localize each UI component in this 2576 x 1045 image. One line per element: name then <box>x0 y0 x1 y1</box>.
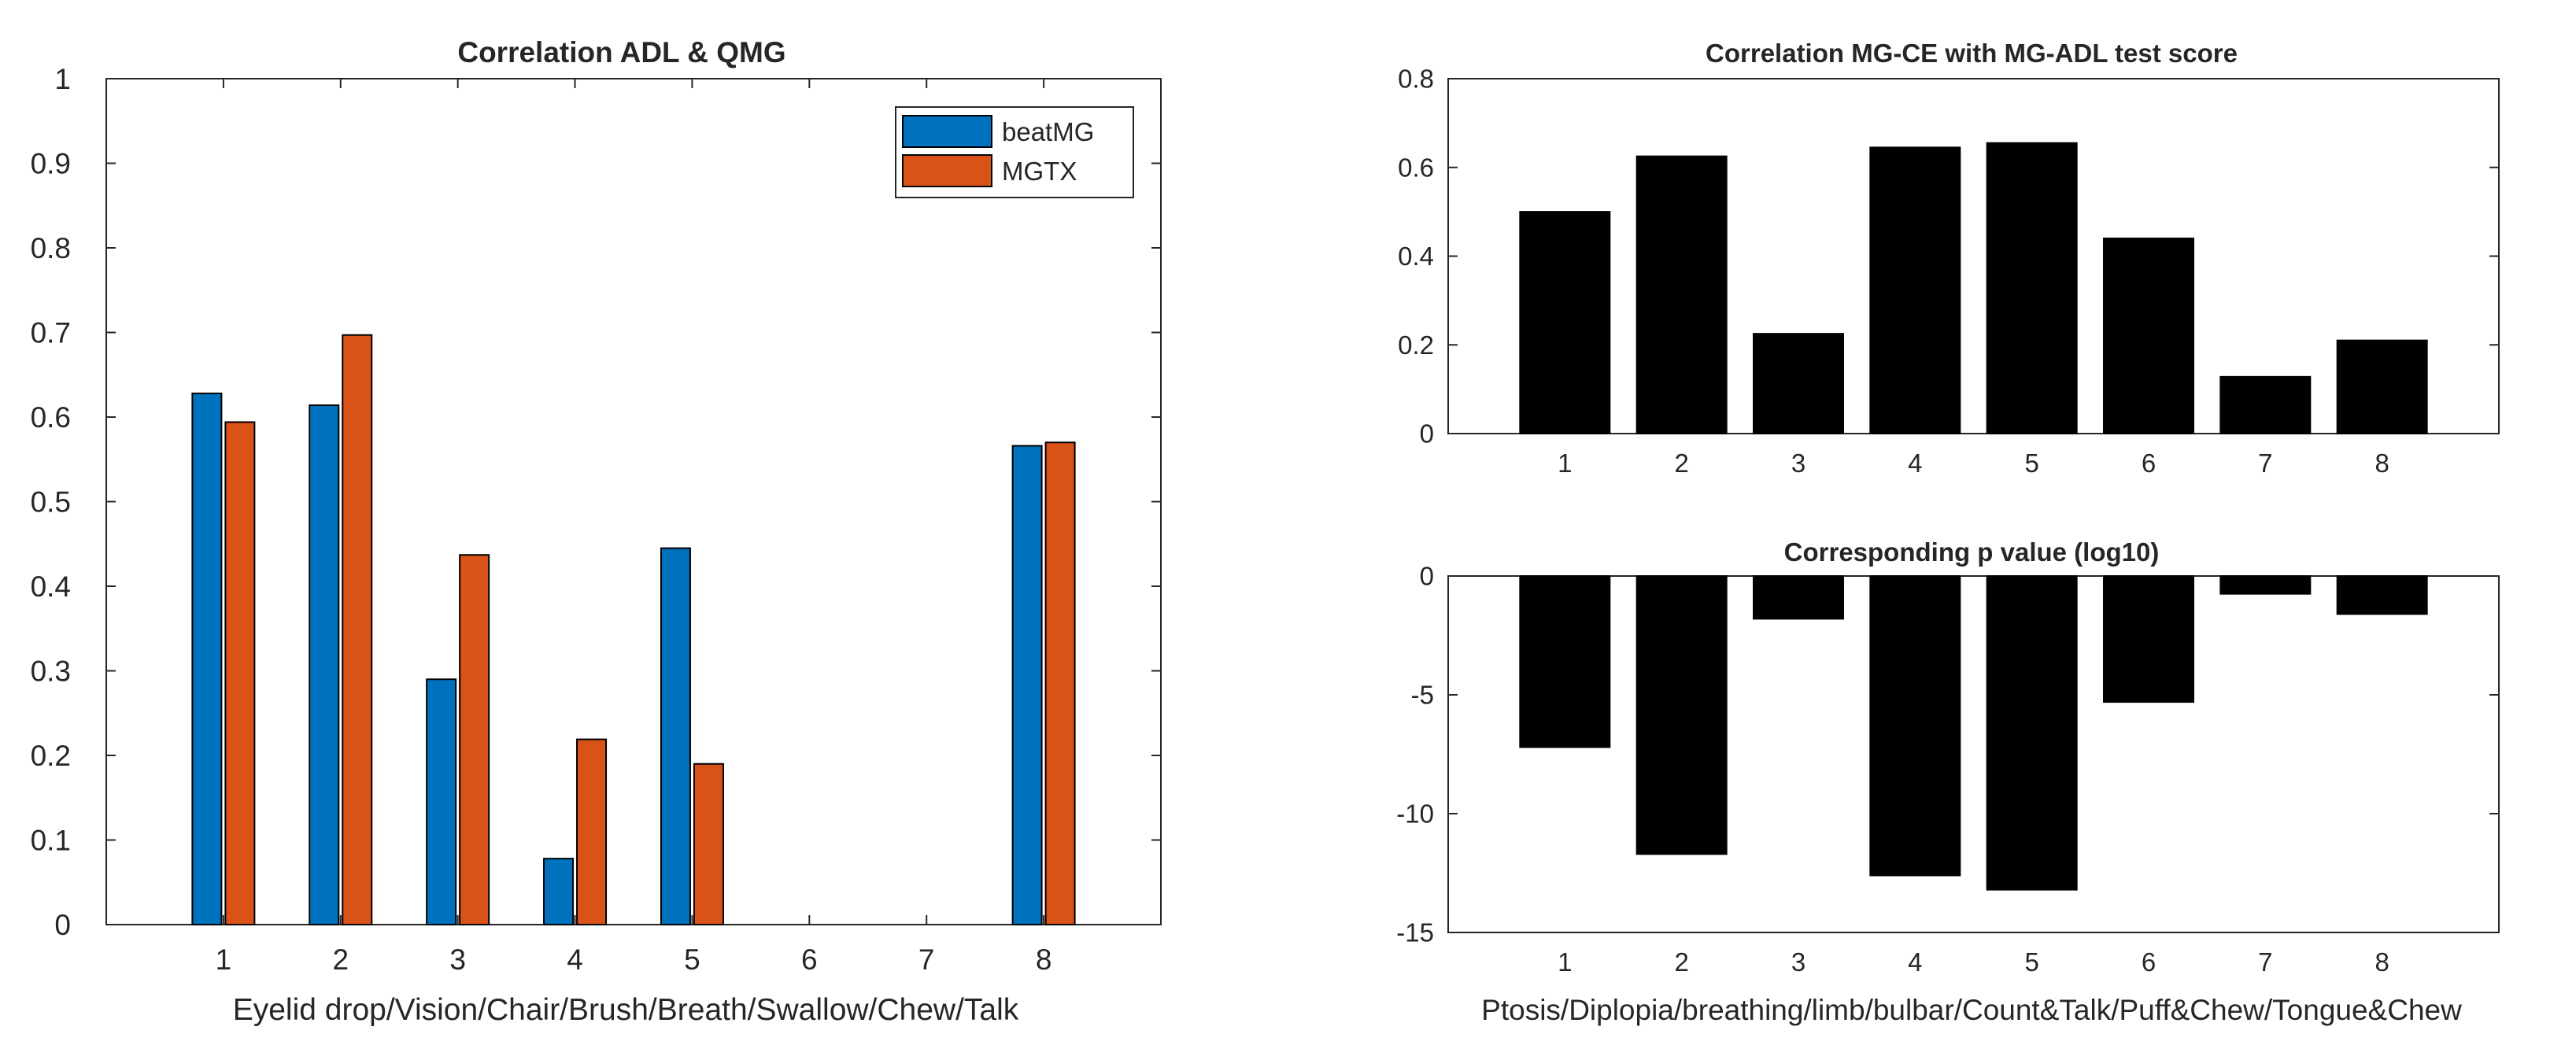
x-tick-label: 2 <box>1674 947 1688 977</box>
x-tick-label: 8 <box>2375 947 2389 977</box>
chart-correlation-mgce-mgadl: Correlation MG-CE with MG-ADL test score… <box>1398 39 2500 478</box>
bar <box>693 763 724 925</box>
x-tick-label: 4 <box>1908 449 1922 478</box>
x-tick-label: 7 <box>918 943 935 976</box>
x-tick-label: 6 <box>2142 449 2156 478</box>
x-tick-label: 1 <box>1558 449 1572 478</box>
bar <box>1635 575 1728 855</box>
x-axis-label: Eyelid drop/Vision/Chair/Brush/Breath/Sw… <box>233 993 1019 1027</box>
bar <box>1986 575 2078 891</box>
bar <box>543 858 575 926</box>
bar <box>1869 575 1961 877</box>
x-tick-label: 3 <box>449 943 466 976</box>
legend-label: MGTX <box>1002 157 1077 186</box>
x-tick-label: 1 <box>1558 947 1572 977</box>
x-tick-label: 6 <box>801 943 818 976</box>
y-tick-label: 0.3 <box>31 655 71 687</box>
bar <box>2336 575 2428 615</box>
bar <box>2103 575 2194 703</box>
x-tick-label: 4 <box>1908 947 1922 977</box>
x-tick-label: 5 <box>2024 449 2038 478</box>
chart-title: Correlation MG-CE with MG-ADL test score <box>1706 39 2238 68</box>
y-tick-label: 0.4 <box>1398 242 1434 271</box>
bar <box>1044 441 1076 925</box>
legend-swatch <box>902 115 992 148</box>
x-tick-label: 7 <box>2258 449 2272 478</box>
y-tick-label: 0 <box>54 909 71 941</box>
axes-box <box>1447 575 2500 933</box>
y-tick-label: 0.2 <box>31 740 71 772</box>
x-tick-label: 4 <box>567 943 583 976</box>
x-tick-label: 3 <box>1791 947 1805 977</box>
y-tick-label: 0.8 <box>1398 65 1434 94</box>
y-tick-label: 0 <box>1420 419 1434 449</box>
x-tick-label: 2 <box>332 943 349 976</box>
bar <box>1869 146 1961 434</box>
chart-correlation-adl-qmg: Correlation ADL & QMG Eyelid drop/Vision… <box>31 36 1162 1027</box>
bar <box>1011 445 1043 925</box>
x-tick-label: 6 <box>2142 947 2156 977</box>
x-tick-label: 1 <box>216 943 232 976</box>
bar <box>1986 142 2078 434</box>
x-tick-label: 8 <box>1036 943 1052 976</box>
bar <box>2103 237 2194 435</box>
bar <box>224 421 256 925</box>
legend-swatch <box>902 154 992 187</box>
y-tick-label: 0.1 <box>31 824 71 856</box>
bar <box>2336 339 2428 434</box>
bar <box>1519 211 1611 434</box>
x-tick-label: 2 <box>1674 449 1688 478</box>
y-tick-label: 0.8 <box>31 232 71 264</box>
x-tick-label: 8 <box>2375 449 2389 478</box>
bar <box>2219 575 2312 595</box>
chart-title: Corresponding p value (log10) <box>1784 537 2160 567</box>
y-tick-label: -5 <box>1411 681 1434 710</box>
y-tick-label: -10 <box>1396 799 1434 829</box>
y-tick-label: -15 <box>1396 918 1434 947</box>
bar <box>1519 575 1611 748</box>
y-tick-label: 0.5 <box>31 486 71 518</box>
y-tick-label: 0.6 <box>1398 153 1434 182</box>
bar <box>309 404 340 925</box>
x-tick-label: 3 <box>1791 449 1805 478</box>
chart-corresponding-p-value: Corresponding p value (log10) Ptosis/Dip… <box>1396 537 2500 1026</box>
y-tick-label: 0.7 <box>31 316 71 349</box>
y-tick-label: 0.6 <box>31 401 71 434</box>
y-tick-label: 0 <box>1420 562 1434 591</box>
y-tick-label: 0.2 <box>1398 330 1434 360</box>
bar <box>660 547 691 925</box>
axes-box <box>105 78 1162 925</box>
y-tick-label: 1 <box>54 63 71 95</box>
bar <box>2219 375 2312 434</box>
x-axis-label: Ptosis/Diplopia/breathing/limb/bulbar/Co… <box>1481 994 2462 1026</box>
bar <box>342 334 373 926</box>
bar <box>1635 155 1728 434</box>
bar <box>459 554 490 925</box>
y-tick-label: 0.9 <box>31 147 71 179</box>
bar <box>1753 333 1844 434</box>
legend-label: beatMG <box>1002 117 1094 146</box>
bar <box>576 738 608 926</box>
bar <box>1753 575 1844 620</box>
bar <box>426 678 457 925</box>
axes-box <box>1447 78 2500 434</box>
x-tick-label: 5 <box>2024 947 2038 977</box>
y-tick-label: 0.4 <box>31 571 71 603</box>
x-tick-label: 5 <box>684 943 700 976</box>
legend: beatMG MGTX <box>895 106 1134 198</box>
bar <box>191 392 223 925</box>
x-tick-label: 7 <box>2258 947 2272 977</box>
chart-title: Correlation ADL & QMG <box>457 36 785 68</box>
